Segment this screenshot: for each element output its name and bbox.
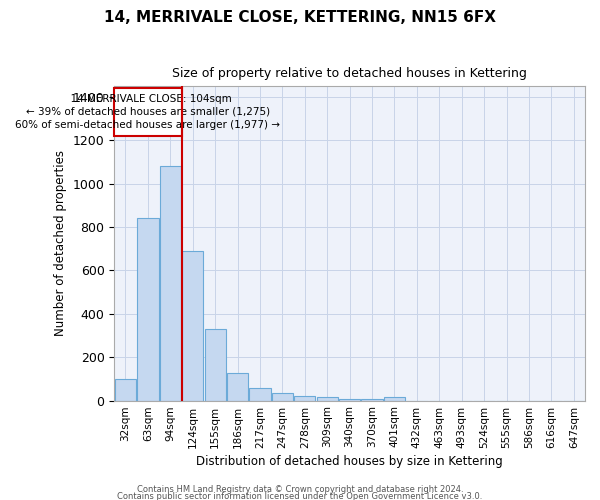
Text: 14 MERRIVALE CLOSE: 104sqm
← 39% of detached houses are smaller (1,275)
60% of s: 14 MERRIVALE CLOSE: 104sqm ← 39% of deta… xyxy=(16,94,280,130)
Bar xyxy=(250,388,271,400)
Bar xyxy=(294,396,316,400)
Bar xyxy=(137,218,158,400)
Text: Contains public sector information licensed under the Open Government Licence v3: Contains public sector information licen… xyxy=(118,492,482,500)
Bar xyxy=(384,398,405,400)
Text: 14, MERRIVALE CLOSE, KETTERING, NN15 6FX: 14, MERRIVALE CLOSE, KETTERING, NN15 6FX xyxy=(104,10,496,25)
Y-axis label: Number of detached properties: Number of detached properties xyxy=(54,150,67,336)
Text: Contains HM Land Registry data © Crown copyright and database right 2024.: Contains HM Land Registry data © Crown c… xyxy=(137,486,463,494)
Bar xyxy=(182,251,203,400)
Bar xyxy=(160,166,181,400)
Bar xyxy=(272,393,293,400)
Bar xyxy=(317,398,338,400)
Bar xyxy=(205,329,226,400)
Title: Size of property relative to detached houses in Kettering: Size of property relative to detached ho… xyxy=(172,68,527,80)
Bar xyxy=(114,88,182,136)
X-axis label: Distribution of detached houses by size in Kettering: Distribution of detached houses by size … xyxy=(196,454,503,468)
Bar xyxy=(339,399,360,400)
Bar xyxy=(115,379,136,400)
Bar xyxy=(227,374,248,400)
